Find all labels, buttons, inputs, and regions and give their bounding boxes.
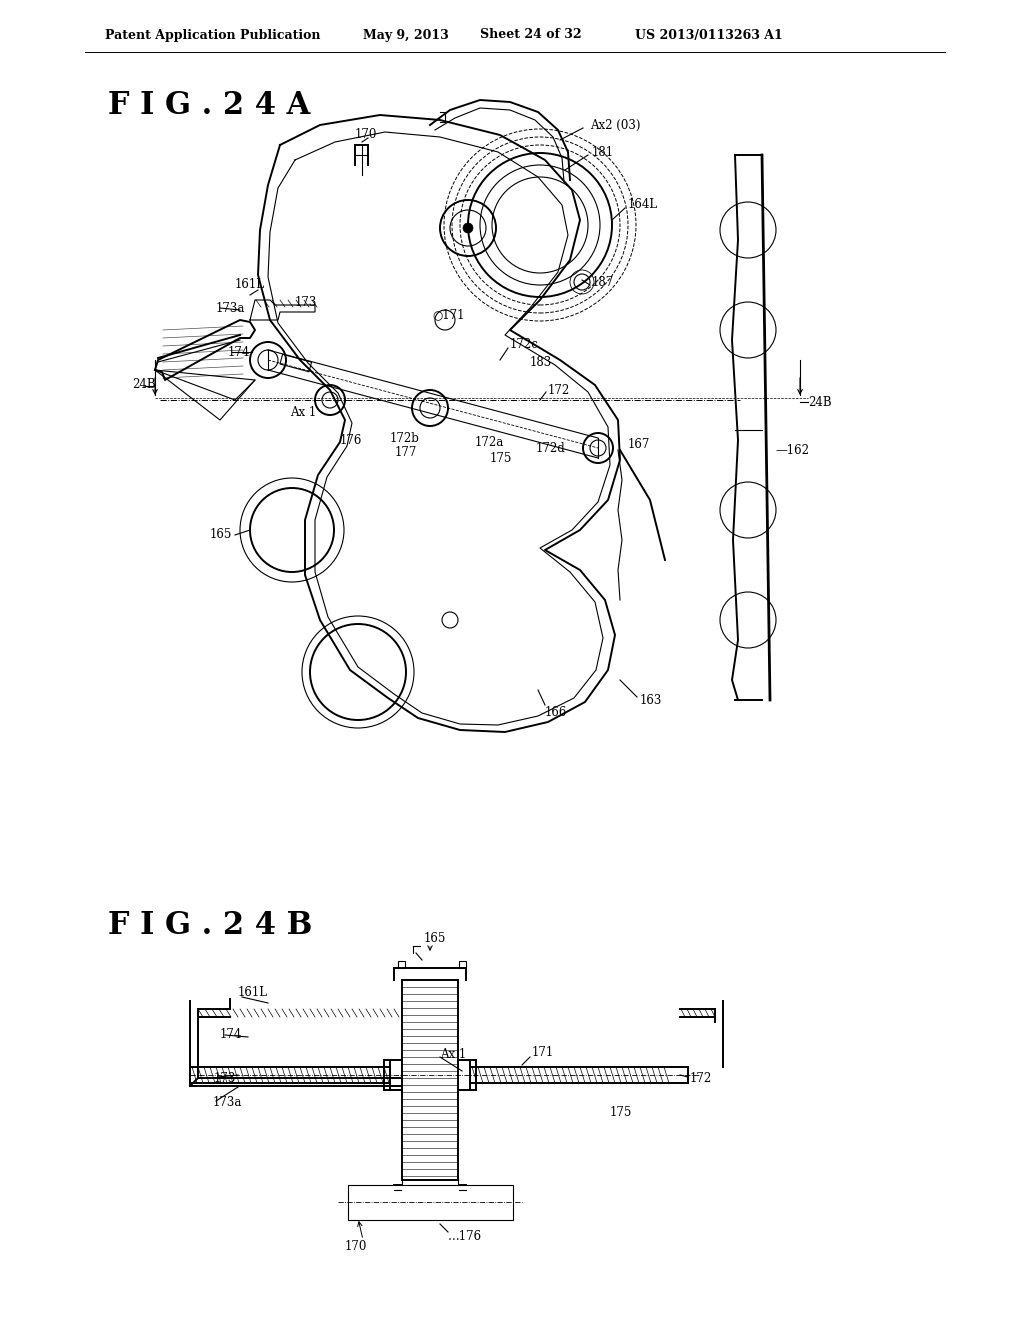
Text: 181: 181 [592,145,614,158]
Text: Ax 1: Ax 1 [440,1048,466,1061]
Text: 165: 165 [424,932,446,945]
Text: 171: 171 [532,1047,554,1060]
Text: 187: 187 [592,276,614,289]
Text: Sheet 24 of 32: Sheet 24 of 32 [480,29,582,41]
Bar [459,961,466,968]
Text: Patent Application Publication: Patent Application Publication [105,29,321,41]
Text: ○171: ○171 [432,309,465,322]
Text: 161L: 161L [238,986,268,999]
Text: F I G . 2 4 B: F I G . 2 4 B [108,909,312,940]
Text: 172a: 172a [475,436,504,449]
Text: May 9, 2013: May 9, 2013 [362,29,449,41]
Text: 167: 167 [628,438,650,451]
Text: —162: —162 [775,444,809,457]
Text: 174: 174 [228,346,251,359]
Text: 173: 173 [295,296,317,309]
Text: 164L: 164L [628,198,658,211]
Text: 24B: 24B [808,396,831,408]
Text: 175: 175 [490,451,512,465]
Bar [280,354,311,372]
Text: 170: 170 [345,1239,368,1253]
Text: 173a: 173a [216,301,246,314]
Bar [348,1185,513,1220]
Text: 161L: 161L [234,279,265,292]
Text: 175: 175 [610,1106,633,1119]
Text: 172b: 172b [390,432,420,445]
Text: 172: 172 [548,384,570,396]
Text: 166: 166 [545,705,567,718]
Text: Ax2 (03): Ax2 (03) [590,119,640,132]
Bar [398,961,406,968]
Text: 172c: 172c [510,338,539,351]
Text: 172d: 172d [536,441,565,454]
Text: …176: …176 [449,1229,482,1242]
Text: 176: 176 [340,433,362,446]
Text: 170: 170 [355,128,378,141]
Text: 177: 177 [395,446,418,458]
Text: 183: 183 [530,355,552,368]
Text: 172: 172 [690,1072,713,1085]
Text: 173a: 173a [213,1097,243,1110]
Text: 173: 173 [214,1072,237,1085]
Text: 163: 163 [640,693,663,706]
Text: F I G . 2 4 A: F I G . 2 4 A [108,90,310,120]
Circle shape [463,223,473,234]
Text: US 2013/0113263 A1: US 2013/0113263 A1 [635,29,782,41]
Text: 174: 174 [220,1028,243,1041]
Text: Ax 1: Ax 1 [290,405,316,418]
Text: 24B: 24B [132,379,156,392]
Text: 165: 165 [210,528,232,541]
